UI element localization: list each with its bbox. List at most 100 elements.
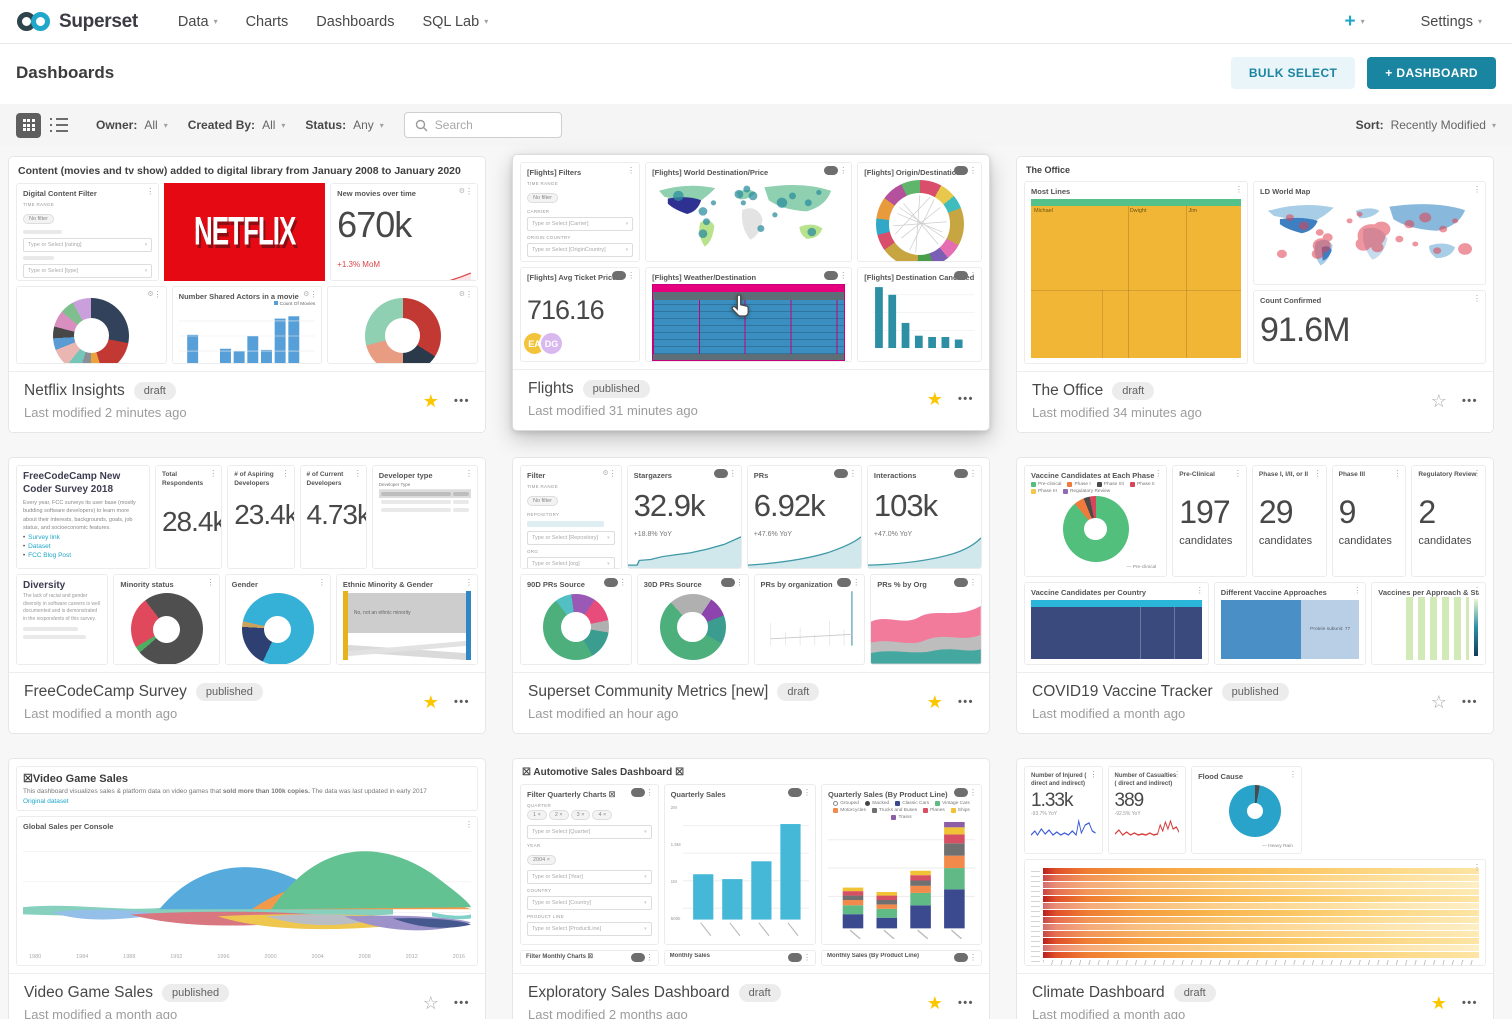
markdown-panel: ☒Video Game Sales This dashboard visuali… bbox=[16, 766, 478, 811]
more-menu-icon[interactable]: ••• bbox=[957, 997, 974, 1009]
search-box[interactable] bbox=[403, 112, 562, 138]
nav-dashboards[interactable]: Dashboards bbox=[316, 13, 395, 30]
bulk-select-button[interactable]: BULK SELECT bbox=[1230, 57, 1356, 89]
line-chart bbox=[449, 272, 472, 280]
status-filter-label: Status: bbox=[305, 118, 347, 132]
badge-pill bbox=[788, 953, 803, 962]
more-menu-icon[interactable]: ••• bbox=[1461, 997, 1478, 1009]
dashboard-title-link[interactable]: COVID19 Vaccine Tracker bbox=[1032, 683, 1213, 700]
badge-pill bbox=[612, 270, 627, 280]
kebab-icon: ⋮ bbox=[969, 578, 977, 588]
dashboard-title-link[interactable]: Video Game Sales bbox=[24, 984, 153, 1001]
status-badge: draft bbox=[738, 984, 781, 1002]
world-map-chart bbox=[659, 184, 832, 247]
more-menu-icon[interactable]: ••• bbox=[1461, 696, 1478, 708]
dashboard-thumbnail[interactable]: FreeCodeCamp New Coder Survey 2018 Every… bbox=[9, 458, 485, 673]
favorite-star-icon[interactable]: ★ bbox=[926, 389, 943, 409]
more-menu-icon[interactable]: ••• bbox=[453, 997, 470, 1009]
status-badge: published bbox=[195, 683, 263, 701]
kebab-icon: ⋮ bbox=[281, 469, 290, 478]
card-view-toggle[interactable] bbox=[16, 112, 41, 138]
chart-panel: Netflix Programs by Rating and Category⚙… bbox=[16, 285, 167, 364]
link[interactable]: Dataset bbox=[28, 543, 51, 550]
link[interactable]: FCC Blog Post bbox=[28, 552, 72, 559]
new-dashboard-button[interactable]: + DASHBOARD bbox=[1367, 57, 1496, 89]
dashboard-title-link[interactable]: FreeCodeCamp Survey bbox=[24, 683, 187, 700]
superset-logo[interactable]: Superset bbox=[16, 10, 138, 33]
dashboard-card: Number of Injured ( direct and indirect)… bbox=[1016, 758, 1494, 1019]
dashboard-thumbnail[interactable]: ☒Video Game Sales This dashboard visuali… bbox=[9, 759, 485, 974]
dashboard-thumbnail[interactable]: Number of Injured ( direct and indirect)… bbox=[1017, 759, 1493, 974]
dashboard-title-link[interactable]: Netflix Insights bbox=[24, 382, 125, 399]
kpi-panel: Phase III ⋮ 9 candidates bbox=[1331, 465, 1407, 578]
new-item-menu[interactable]: + ▾ bbox=[1330, 12, 1378, 31]
link[interactable]: Original dataset bbox=[23, 798, 69, 805]
dashboard-title-link[interactable]: Superset Community Metrics [new] bbox=[528, 683, 769, 700]
chart-panel: Monthly Sales ⋮ bbox=[663, 950, 817, 966]
search-input[interactable] bbox=[434, 118, 545, 132]
more-menu-icon[interactable]: ••• bbox=[957, 696, 974, 708]
dashboard-title-link[interactable]: Flights bbox=[528, 380, 574, 397]
settings-menu[interactable]: Settings ▾ bbox=[1420, 13, 1482, 30]
favorite-star-icon[interactable]: ☆ bbox=[1430, 692, 1447, 712]
area-chart bbox=[867, 537, 981, 569]
list-view-toggle[interactable] bbox=[49, 113, 74, 138]
chart-panel: Flood Cause ⋮ — Heavy Rain bbox=[1191, 766, 1302, 854]
avatar[interactable]: DG bbox=[539, 331, 564, 356]
kebab-icon: ⋮ bbox=[1235, 185, 1244, 194]
kebab-icon: ⋮ bbox=[627, 270, 636, 280]
chart-panel: [Flights] Origin/Destination ⋮ bbox=[857, 162, 982, 262]
kebab-icon: ⋮ bbox=[1288, 770, 1297, 779]
more-menu-icon[interactable]: ••• bbox=[453, 395, 470, 407]
badge-pill bbox=[603, 578, 618, 588]
created-by-filter-select[interactable]: All ▾ bbox=[262, 118, 286, 132]
more-menu-icon[interactable]: ••• bbox=[1461, 395, 1478, 407]
nav-charts[interactable]: Charts bbox=[245, 13, 289, 30]
kpi-value: 716.16 bbox=[527, 294, 605, 325]
search-icon bbox=[415, 119, 428, 131]
dashboard-thumbnail[interactable]: [Flights] Filters ⋮ TIME RANGE No filter C… bbox=[513, 155, 989, 370]
dashboard-thumbnail[interactable]: Vaccine Candidates at Each Phase ⋮ Pre-cl… bbox=[1017, 458, 1493, 673]
sort-select[interactable]: Recently Modified ▾ bbox=[1390, 118, 1496, 132]
sparkline-chart bbox=[1030, 818, 1096, 837]
kebab-icon: ⋮ bbox=[1353, 586, 1362, 596]
favorite-star-icon[interactable]: ★ bbox=[1430, 993, 1447, 1013]
heatmap-chart bbox=[1043, 868, 1479, 958]
dashboard-thumbnail[interactable]: The Office Most Lines ⋮ Michael Dwight Ji… bbox=[1017, 157, 1493, 372]
nav-sqllab[interactable]: SQL Lab ▾ bbox=[422, 13, 489, 30]
stacked-area-chart bbox=[871, 606, 981, 664]
more-menu-icon[interactable]: ••• bbox=[957, 393, 974, 405]
badge-pill bbox=[954, 270, 968, 280]
status-badge: draft bbox=[1173, 984, 1216, 1002]
kpi-panel: Number of Injured ( direct and indirect)… bbox=[1024, 766, 1103, 854]
status-badge: draft bbox=[777, 683, 820, 701]
filter-panel: [Flights] Filters ⋮ TIME RANGE No filter C… bbox=[520, 162, 641, 262]
dashboard-title-link[interactable]: Climate Dashboard bbox=[1032, 984, 1165, 1001]
badge-pill bbox=[720, 578, 735, 588]
donut-chart bbox=[130, 593, 203, 665]
chart-panel: Ethnic Minority & Gender ⋮ No, not an eth… bbox=[335, 574, 478, 665]
dashboard-thumbnail[interactable]: Content (movies and tv show) added to di… bbox=[9, 157, 485, 372]
status-filter-select[interactable]: Any ▾ bbox=[353, 118, 384, 132]
status-badge: published bbox=[161, 984, 230, 1002]
nav-data[interactable]: Data ▾ bbox=[177, 13, 218, 30]
badge-pill bbox=[824, 270, 839, 280]
owner-filter-label: Owner: bbox=[96, 118, 138, 132]
favorite-star-icon[interactable]: ★ bbox=[422, 391, 439, 411]
dashboard-title-link[interactable]: The Office bbox=[1032, 382, 1104, 399]
dashboard-thumbnail[interactable]: Filter ⚙ ⋮ TIME RANGE No filter REPOSITORY … bbox=[513, 458, 989, 673]
bar-chart bbox=[178, 316, 316, 363]
link[interactable]: Survey link bbox=[28, 534, 60, 541]
dashboard-thumbnail[interactable]: ☒ Automotive Sales Dashboard ☒ Filter Qu… bbox=[513, 759, 989, 974]
favorite-star-icon[interactable]: ☆ bbox=[1430, 391, 1447, 411]
dashboard-title-link[interactable]: Exploratory Sales Dashboard bbox=[528, 984, 730, 1001]
badge-pill bbox=[954, 788, 968, 797]
favorite-star-icon[interactable]: ☆ bbox=[422, 993, 439, 1013]
status-badge: draft bbox=[1112, 382, 1155, 400]
more-menu-icon[interactable]: ••• bbox=[453, 696, 470, 708]
chord-lines bbox=[892, 195, 947, 253]
favorite-star-icon[interactable]: ★ bbox=[422, 692, 439, 712]
favorite-star-icon[interactable]: ★ bbox=[926, 692, 943, 712]
favorite-star-icon[interactable]: ★ bbox=[926, 993, 943, 1013]
owner-filter-select[interactable]: All ▾ bbox=[144, 118, 168, 132]
